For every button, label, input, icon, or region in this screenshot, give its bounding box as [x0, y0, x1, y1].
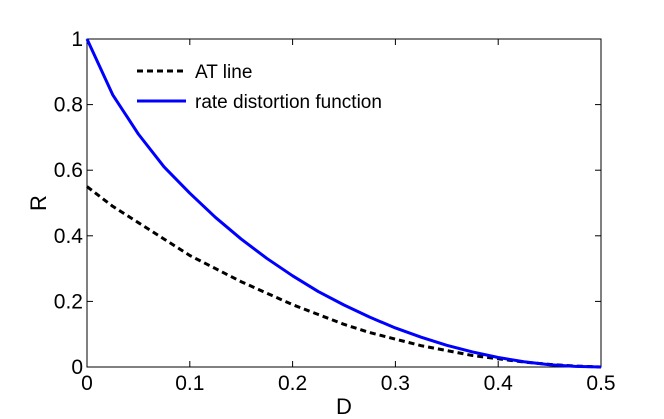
x-axis: 0 0.1 0.2 0.3 0.4 0.5 — [81, 39, 616, 395]
y-tick-label: 0.2 — [54, 290, 83, 313]
y-tick-label: 0.8 — [54, 94, 83, 117]
plot-area-frame — [86, 38, 602, 368]
y-tick-label: 0.6 — [54, 159, 83, 182]
y-tick-label: 0 — [71, 356, 83, 379]
y-axis: 0 0.2 0.4 0.6 0.8 1 — [54, 28, 601, 379]
legend: AT line rate distortion function — [137, 62, 382, 113]
x-tick-label: 0.3 — [381, 372, 410, 395]
series-line-at-line — [86, 185, 602, 369]
y-tick-label: 0.4 — [54, 225, 84, 248]
y-tick-label: 1 — [71, 28, 83, 51]
y-axis-title: R — [26, 195, 51, 211]
x-tick-label: 0.5 — [586, 372, 615, 395]
x-axis-title: D — [336, 394, 352, 419]
series-layer — [85, 38, 602, 369]
x-tick-label: 0 — [81, 372, 93, 395]
series-line-rate-distortion-function — [85, 38, 602, 369]
legend-label-at-line: AT line — [195, 62, 252, 83]
x-tick-label: 0.1 — [175, 372, 204, 395]
legend-label-rate-distortion-function: rate distortion function — [195, 92, 382, 113]
x-tick-label: 0.2 — [278, 372, 307, 395]
x-tick-label: 0.4 — [484, 372, 514, 395]
